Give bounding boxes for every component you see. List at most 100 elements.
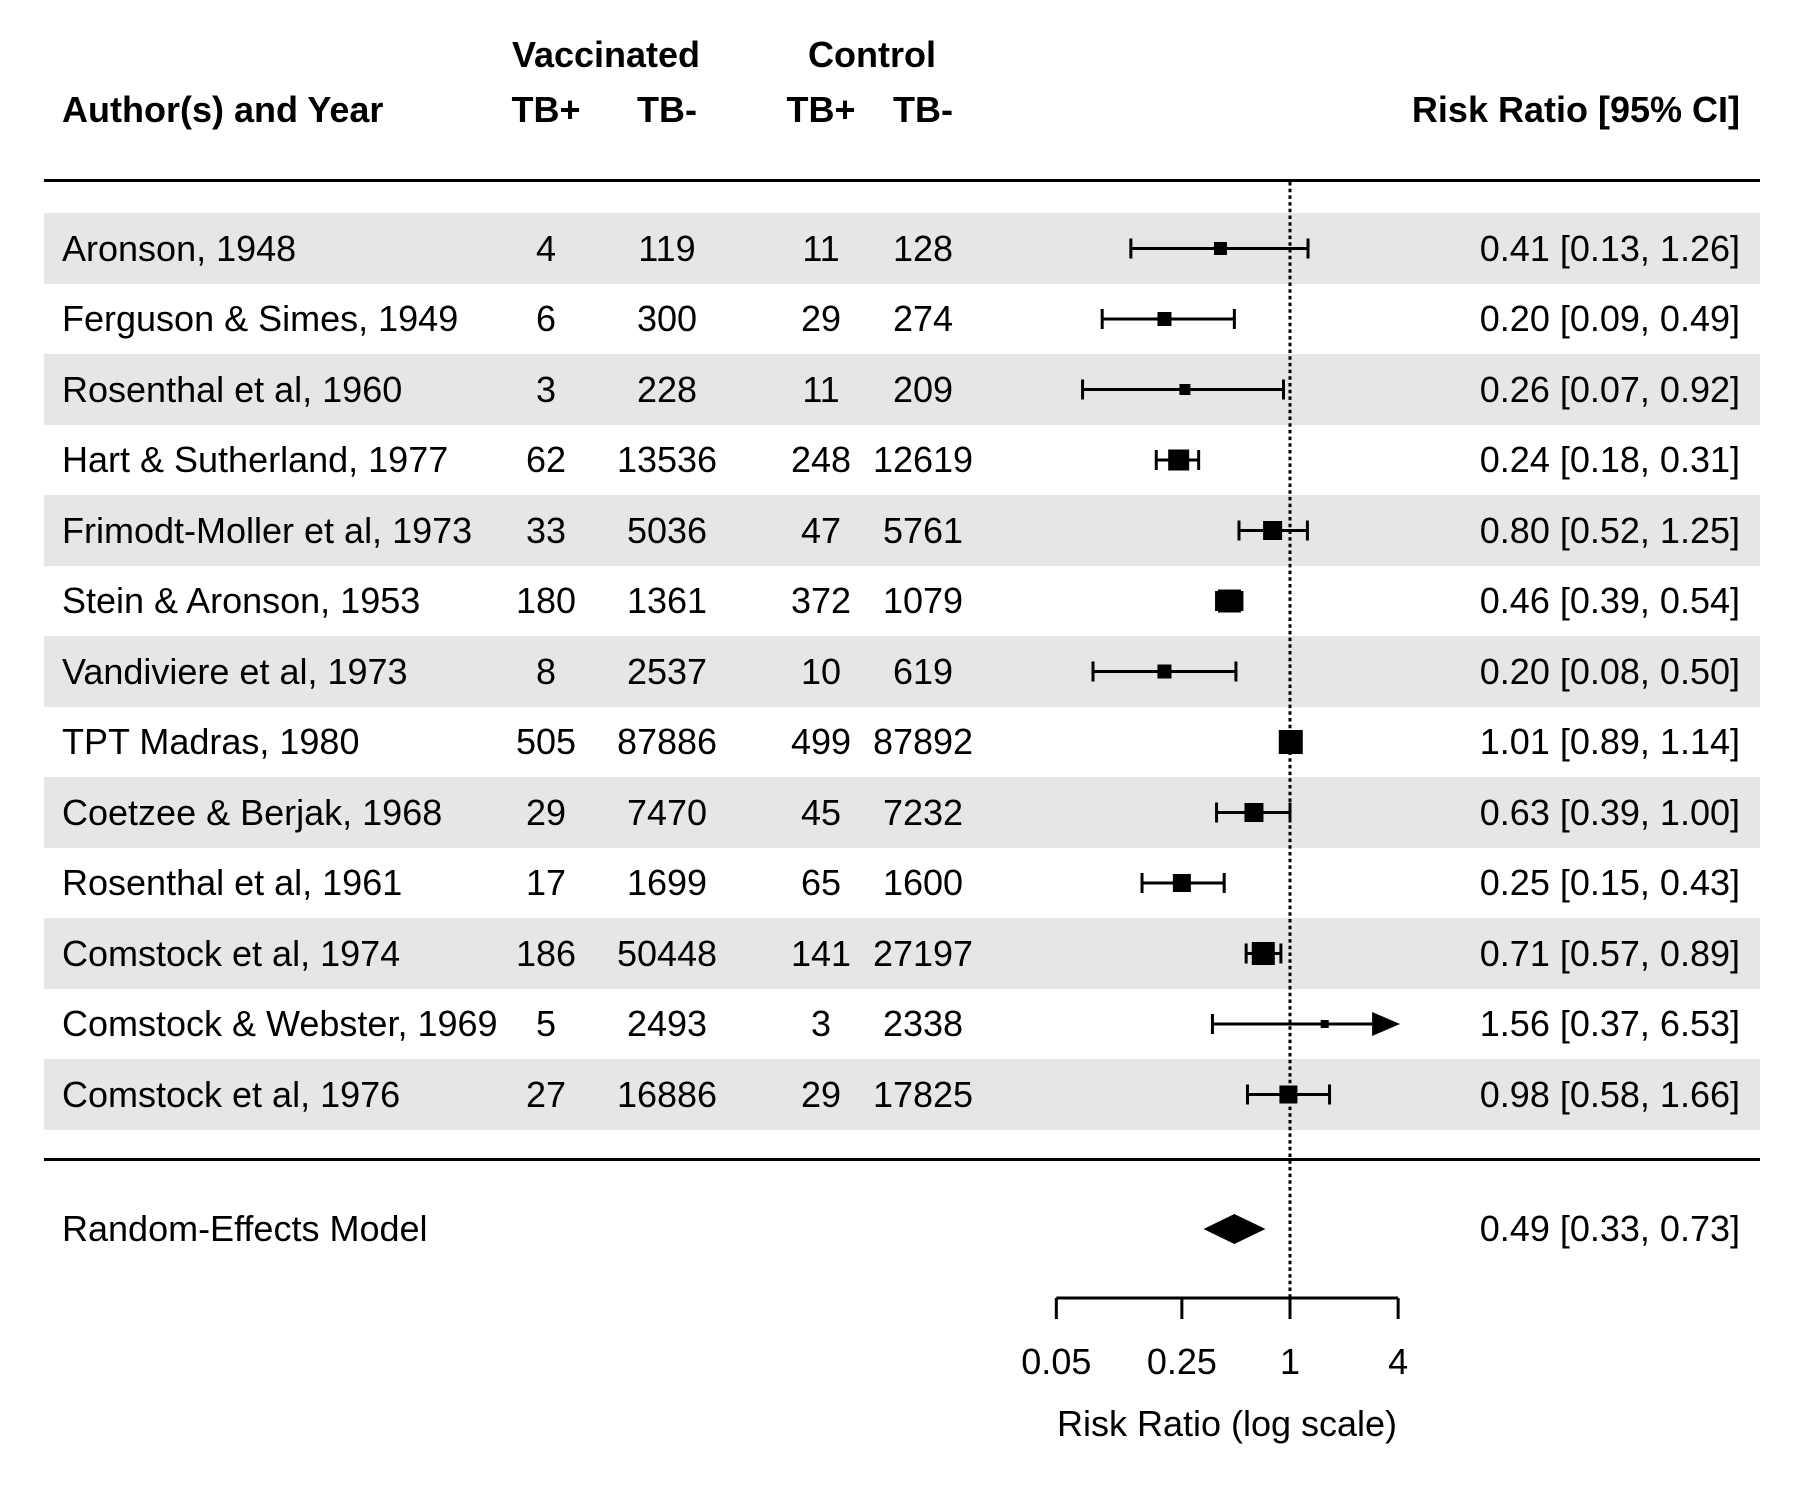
study-author: Coetzee & Berjak, 1968 — [62, 791, 443, 833]
study-vac-tb-pos: 186 — [515, 932, 577, 974]
effect-square — [1278, 730, 1303, 754]
effect-square — [1320, 1020, 1329, 1028]
summary-diamond — [1203, 1214, 1266, 1244]
study-vac-tb-pos: 6 — [535, 298, 557, 339]
study-vac-tb-neg: 2493 — [626, 1003, 708, 1044]
study-ctl-tb-pos: 248 — [790, 439, 852, 480]
study-author: Comstock & Webster, 1969 — [62, 1003, 498, 1044]
study-ctl-tb-neg: 209 — [892, 368, 954, 410]
study-vac-tb-pos: 27 — [525, 1073, 567, 1115]
study-vac-tb-neg: 16886 — [616, 1073, 718, 1115]
study-vac-tb-pos: 8 — [535, 650, 557, 692]
study-ctl-tb-neg: 619 — [892, 650, 954, 692]
row-stripe — [44, 213, 1760, 284]
study-vac-tb-pos: 3 — [535, 368, 557, 410]
study-estimate: 0.26 [0.07, 0.92] — [1479, 368, 1740, 410]
study-ctl-tb-pos: 29 — [800, 1073, 842, 1115]
group-header-control: Control — [808, 34, 936, 75]
study-ctl-tb-neg: 1079 — [882, 580, 964, 621]
study-vac-tb-neg: 13536 — [616, 439, 718, 480]
summary-estimate: 0.49 [0.33, 0.73] — [1479, 1208, 1740, 1249]
study-estimate: 0.20 [0.08, 0.50] — [1479, 650, 1740, 692]
study-ctl-tb-pos: 29 — [800, 298, 842, 339]
study-ctl-tb-pos: 141 — [790, 932, 852, 974]
study-estimate: 0.71 [0.57, 0.89] — [1479, 932, 1740, 974]
study-author: Comstock et al, 1976 — [62, 1073, 401, 1115]
effect-square — [1157, 312, 1172, 326]
study-estimate: 0.98 [0.58, 1.66] — [1479, 1073, 1740, 1115]
study-ctl-tb-pos: 65 — [800, 862, 842, 903]
study-ctl-tb-pos: 10 — [800, 650, 842, 692]
col-header-author: Author(s) and Year — [62, 89, 384, 130]
study-author: TPT Madras, 1980 — [62, 721, 360, 762]
study-vac-tb-neg: 300 — [636, 298, 698, 339]
study-ctl-tb-pos: 3 — [810, 1003, 832, 1044]
col-header-estimate: Risk Ratio [95% CI] — [1411, 89, 1740, 130]
study-vac-tb-neg: 87886 — [616, 721, 718, 762]
effect-square — [1172, 874, 1191, 892]
row-stripe — [44, 495, 1760, 566]
study-author: Aronson, 1948 — [62, 227, 297, 269]
study-vac-tb-neg: 1699 — [626, 862, 708, 903]
study-estimate: 0.24 [0.18, 0.31] — [1479, 439, 1740, 480]
summary-label: Random-Effects Model — [62, 1208, 428, 1249]
study-vac-tb-neg: 228 — [636, 368, 698, 410]
study-ctl-tb-neg: 12619 — [872, 439, 974, 480]
study-author: Vandiviere et al, 1973 — [62, 650, 408, 692]
axis-tick-label: 0.25 — [1146, 1341, 1217, 1382]
group-header-vaccinated: Vaccinated — [511, 34, 701, 75]
study-author: Frimodt-Moller et al, 1973 — [62, 509, 473, 551]
study-ctl-tb-pos: 47 — [800, 509, 842, 551]
study-estimate: 0.46 [0.39, 0.54] — [1479, 580, 1740, 621]
row-stripe — [44, 777, 1760, 848]
study-vac-tb-pos: 62 — [525, 439, 567, 480]
study-vac-tb-neg: 1361 — [626, 580, 708, 621]
effect-square — [1157, 664, 1172, 679]
study-ctl-tb-neg: 2338 — [882, 1003, 964, 1044]
row-stripe — [44, 636, 1760, 707]
study-vac-tb-neg: 119 — [638, 227, 696, 269]
col-header-ctl-tb-neg: TB- — [893, 89, 953, 130]
study-estimate: 1.01 [0.89, 1.14] — [1479, 721, 1740, 762]
study-author: Ferguson & Simes, 1949 — [62, 298, 459, 339]
study-estimate: 1.56 [0.37, 6.53] — [1479, 1003, 1740, 1044]
study-vac-tb-pos: 33 — [525, 509, 567, 551]
study-author: Stein & Aronson, 1953 — [62, 580, 421, 621]
col-header-vac-tb-pos: TB+ — [511, 89, 581, 130]
study-ctl-tb-pos: 499 — [790, 721, 852, 762]
summary-rule — [44, 1158, 1760, 1161]
study-ctl-tb-pos: 11 — [802, 227, 840, 269]
effect-square — [1251, 942, 1275, 965]
study-ctl-tb-neg: 128 — [892, 227, 954, 269]
ci-clip-arrow — [1372, 1012, 1401, 1036]
effect-square — [1213, 242, 1227, 255]
study-ctl-tb-neg: 7232 — [882, 791, 964, 833]
study-ctl-tb-pos: 372 — [790, 580, 852, 621]
row-stripe — [44, 918, 1760, 989]
study-ctl-tb-neg: 17825 — [872, 1073, 974, 1115]
study-vac-tb-pos: 180 — [515, 580, 577, 621]
study-ctl-tb-pos: 45 — [800, 791, 842, 833]
study-author: Rosenthal et al, 1961 — [62, 862, 403, 903]
study-estimate: 0.80 [0.52, 1.25] — [1479, 509, 1740, 551]
study-ctl-tb-neg: 1600 — [882, 862, 964, 903]
effect-square — [1244, 803, 1264, 822]
study-vac-tb-neg: 50448 — [616, 932, 718, 974]
effect-square — [1279, 1085, 1298, 1104]
study-ctl-tb-neg: 274 — [892, 298, 954, 339]
axis-tick-label: 0.05 — [1021, 1341, 1092, 1382]
study-estimate: 0.20 [0.09, 0.49] — [1479, 298, 1740, 339]
study-estimate: 0.63 [0.39, 1.00] — [1479, 791, 1740, 833]
study-ctl-tb-pos: 11 — [802, 368, 840, 410]
effect-square — [1168, 449, 1190, 471]
study-ctl-tb-neg: 87892 — [872, 721, 974, 762]
axis-tick-label: 4 — [1388, 1341, 1409, 1382]
study-vac-tb-pos: 29 — [525, 791, 567, 833]
study-author: Rosenthal et al, 1960 — [62, 368, 403, 410]
study-vac-tb-neg: 7470 — [626, 791, 708, 833]
study-estimate: 0.41 [0.13, 1.26] — [1479, 227, 1740, 269]
study-author: Hart & Sutherland, 1977 — [62, 439, 449, 480]
row-stripe — [44, 1059, 1760, 1130]
study-vac-tb-pos: 5 — [535, 1003, 557, 1044]
